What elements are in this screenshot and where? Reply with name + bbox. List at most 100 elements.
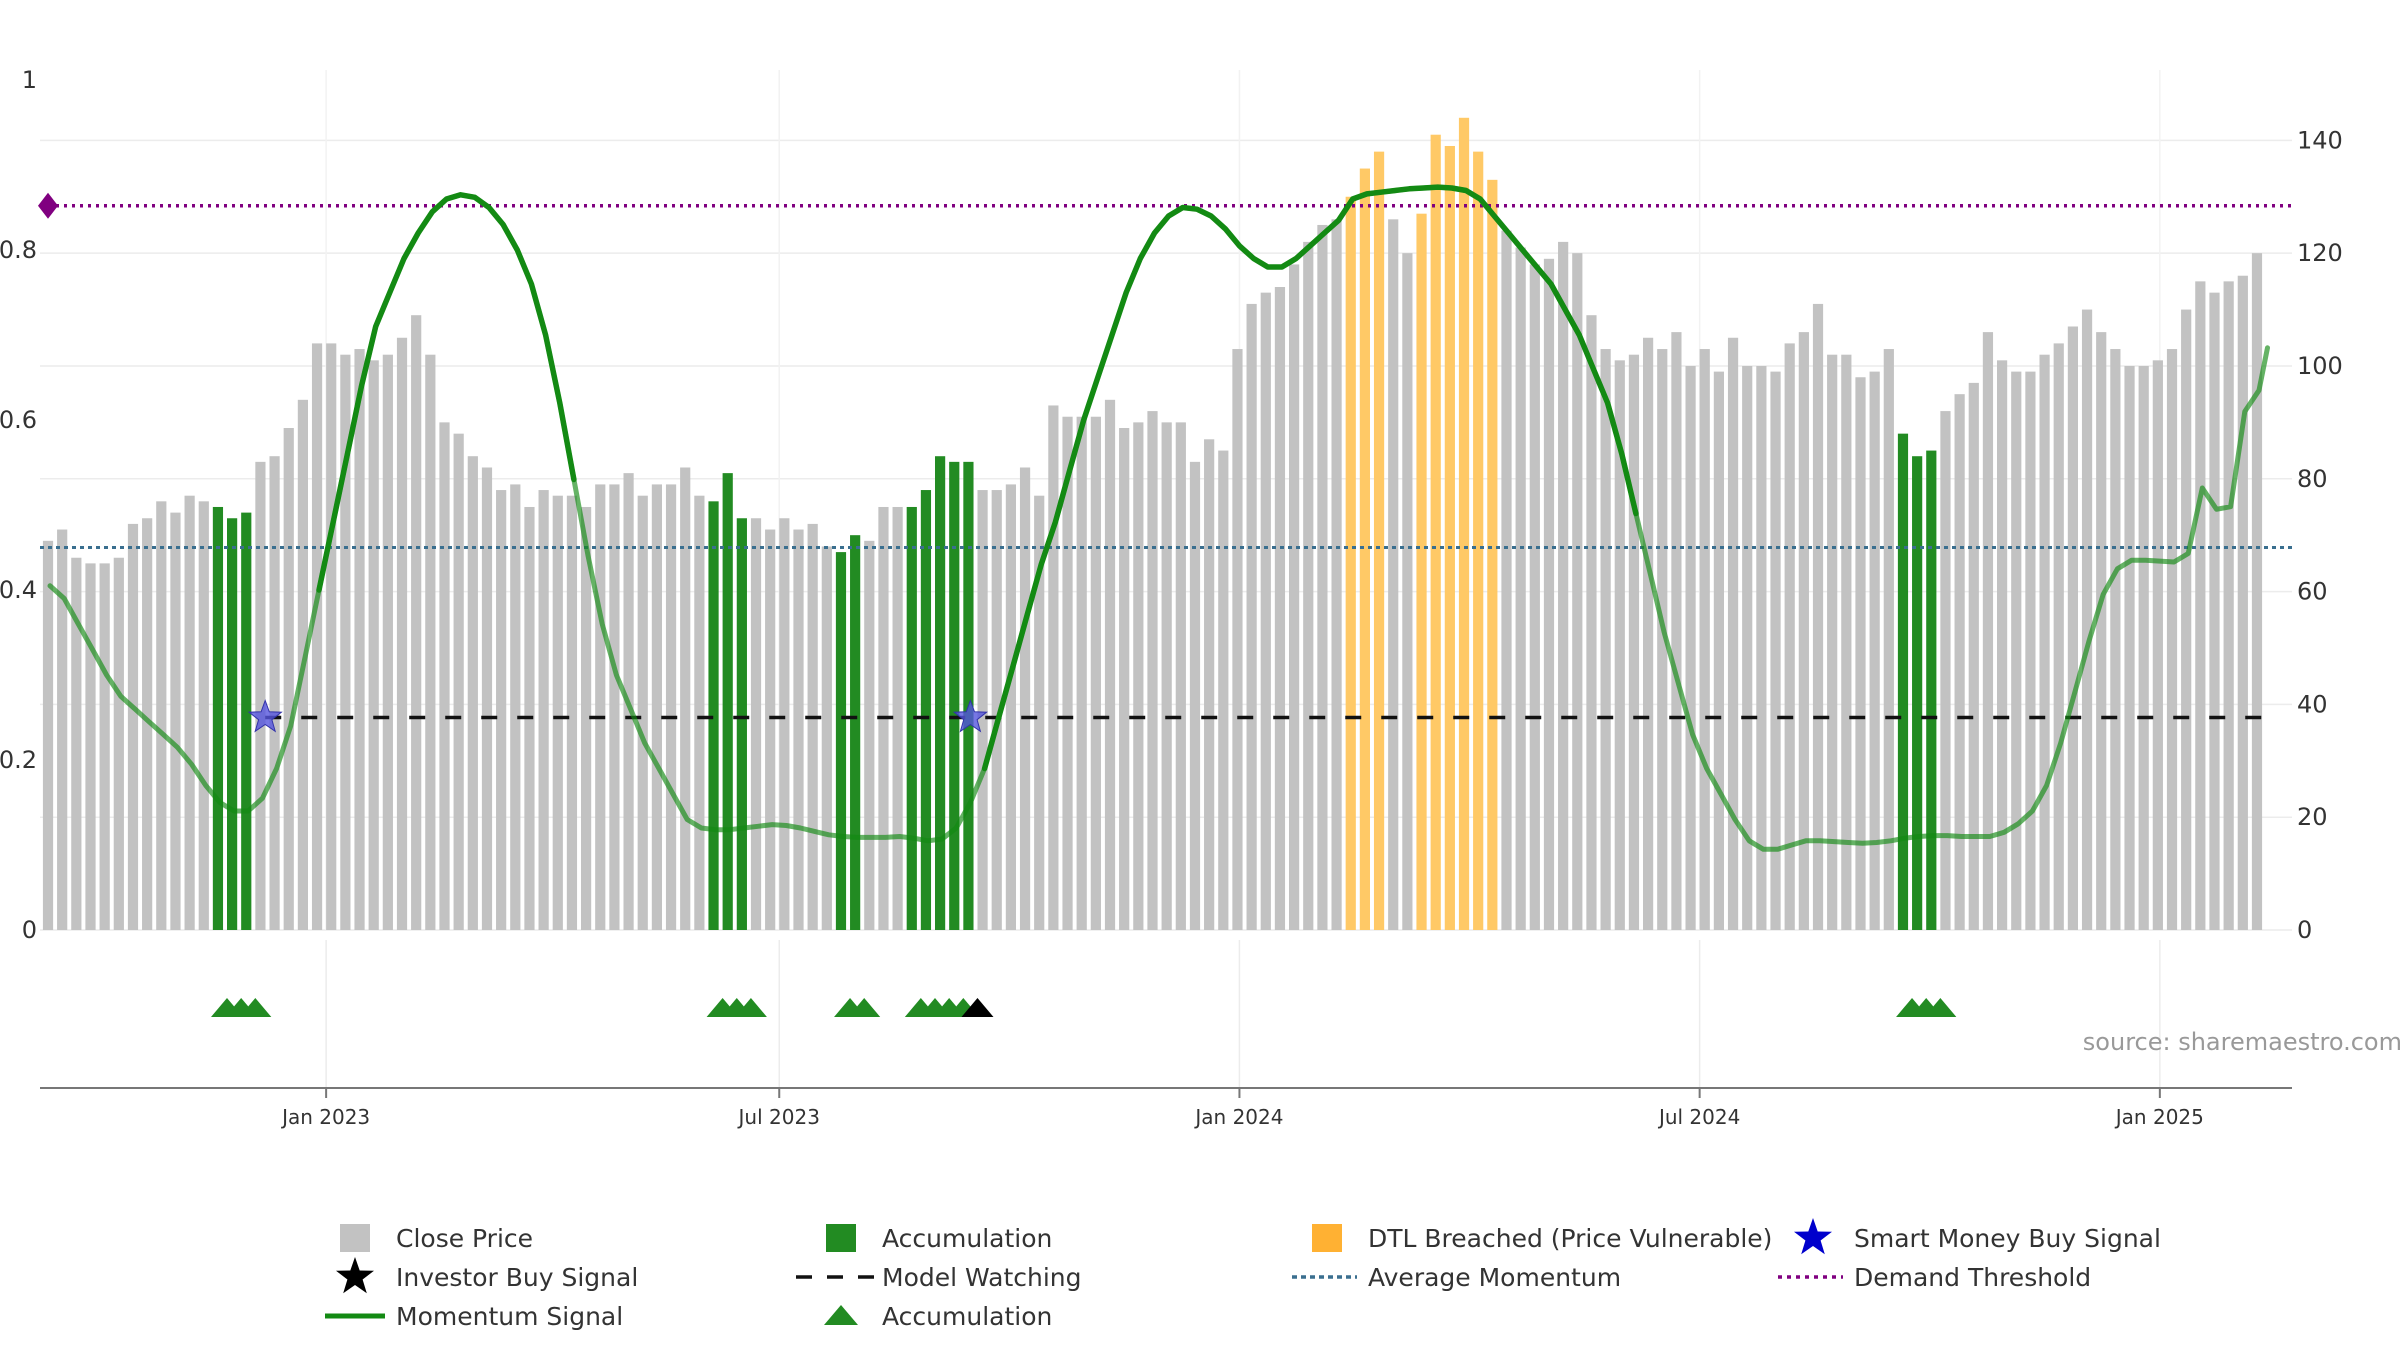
price-bar [2067,326,2078,931]
left-axis-tick-label: 0.6 [0,406,37,434]
legend: Close Price Investor Buy Signal Momentum S… [325,1218,2161,1331]
price-bar [411,315,422,930]
price-bar [99,563,110,930]
price-bar [354,349,365,930]
price-bar [1770,371,1781,930]
smart-money-buy-signal [952,699,988,733]
price-bar [142,518,153,930]
accumulation-bar [212,506,224,930]
price-bar [1685,365,1696,931]
accumulation-bar [708,501,719,930]
accumulation-marker [734,998,767,1017]
right-axis-tick-label: 20 [2297,803,2328,831]
accumulation-bar [241,512,252,930]
price-bar [1515,247,1526,930]
price-bar [807,523,818,930]
price-bar [1713,371,1724,930]
price-bar [2223,281,2234,930]
smart-money-buy-signal [247,699,283,733]
price-bar [85,563,96,930]
dtl-breached-bar [1473,151,1484,930]
x-axis-tick-label: Jan 2024 [1193,1105,1283,1129]
price-bar [1246,303,1257,930]
left-axis-tick-label: 0.8 [0,236,37,264]
accumulation-marker [239,998,272,1017]
price-bar [1756,365,1767,931]
price-bar [1076,416,1087,931]
price-bar [1501,230,1512,931]
axes: 0 0.2 0.4 0.6 0.8 1 0 20 40 60 80 100 120 140 Jan 2023… [0,66,2343,1129]
price-bar [1784,343,1795,930]
price-bar [665,484,677,930]
price-bar [1586,315,1597,930]
x-axis-tick-label: Jan 2025 [2114,1105,2204,1129]
price-bar [1274,287,1286,930]
legend-label: Smart Money Buy Signal [1854,1224,2161,1253]
price-bar [1133,422,1144,930]
price-bar [2096,332,2107,930]
price-bar [1883,349,1894,930]
price-bar [1628,354,1640,930]
price-bar [1997,360,2008,931]
dtl-breached-bar [1487,179,1498,930]
price-bar [2152,360,2163,931]
legend-item-close_price: Close Price [340,1224,533,1253]
price-bar [2166,349,2178,930]
dtl-breached-bar [1416,213,1427,930]
price-bar [892,506,903,930]
dtl-breached-bar [1373,151,1385,930]
legend-star-icon [336,1257,374,1294]
price-bar [1104,399,1116,930]
price-bar [637,495,648,930]
x-axis-tick-label: Jan 2023 [280,1105,370,1129]
right-axis-tick-label: 60 [2297,578,2328,606]
demand-threshold-marker [38,192,58,219]
legend-label: Demand Threshold [1854,1263,2091,1292]
price-bar [793,529,804,930]
legend-label: Average Momentum [1368,1263,1621,1292]
price-bar [481,467,493,930]
x-axis-tick-label: Jul 2024 [1657,1105,1740,1129]
momentum-line [47,184,2270,852]
price-bar [340,354,351,930]
price-bar [2053,343,2064,930]
price-bar [1232,349,1243,930]
legend-swatch-accumulation [826,1224,856,1252]
price-bar [1812,303,1824,930]
legend-item-accumulation_bar: Accumulation [826,1224,1052,1253]
price-bar [977,490,988,930]
price-bar [1147,411,1158,931]
accumulation-marker [1924,998,1957,1017]
price-bar [1218,450,1229,930]
price-bar [1388,219,1399,930]
accumulation-bar [1926,450,1937,930]
price-bar [1558,241,1569,930]
legend-swatch-dtl [1312,1224,1342,1252]
price-bar [71,557,82,930]
legend-triangle-icon [824,1305,858,1325]
legend-item-momentum: Momentum Signal [325,1302,623,1331]
price-bar [2195,281,2206,930]
price-bar [269,456,280,930]
price-bar [1331,219,1342,930]
price-bar [2081,309,2093,930]
price-bar [538,490,549,930]
price-bar [2039,354,2050,930]
price-bar [439,422,450,930]
price-bar [382,354,393,930]
accumulation-marker [848,998,881,1017]
price-bar [2011,371,2022,930]
reference-lines [38,192,2292,720]
price-bar [1289,264,1300,930]
price-bar [750,518,762,930]
source-label: source: sharemaestro.com [2083,1028,2400,1056]
price-bar [1204,439,1215,930]
price-bar [680,467,691,930]
price-bar [1303,241,1314,930]
momentum-signal-strong [981,184,1639,772]
price-bar [1048,405,1059,930]
price-bar [1260,292,1271,930]
legend-item-dtl: DTL Breached (Price Vulnerable) [1312,1224,1772,1253]
